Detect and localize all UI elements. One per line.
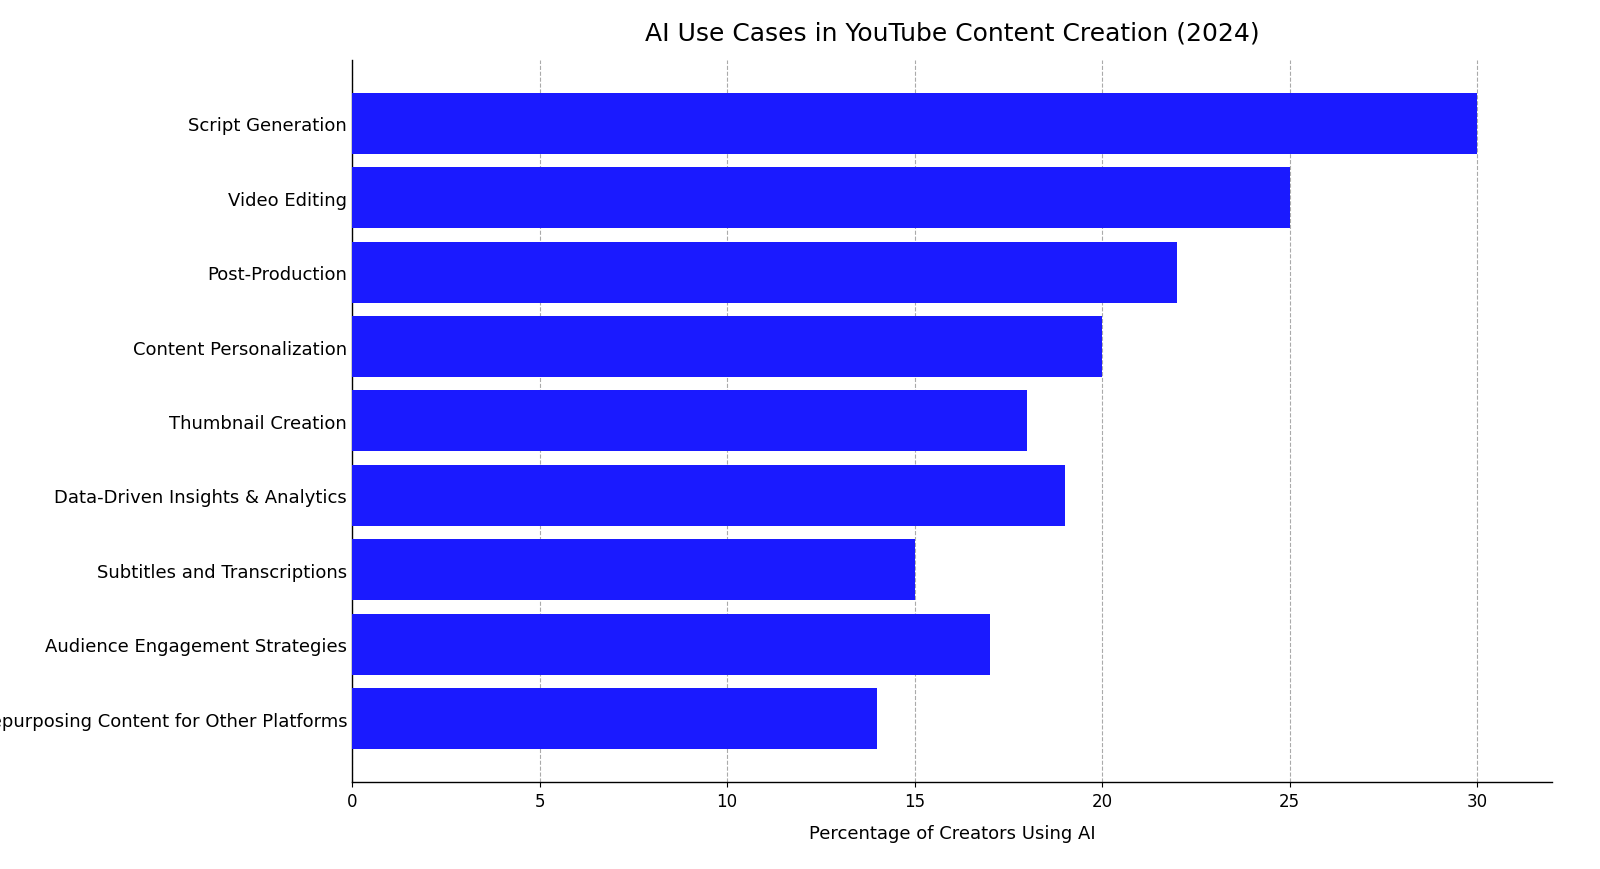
Bar: [352, 614, 989, 675]
Bar: [352, 168, 1290, 229]
X-axis label: Percentage of Creators Using AI: Percentage of Creators Using AI: [808, 824, 1096, 842]
Bar: [352, 540, 915, 600]
Bar: [352, 391, 1027, 452]
Bar: [352, 688, 877, 749]
Title: AI Use Cases in YouTube Content Creation (2024): AI Use Cases in YouTube Content Creation…: [645, 21, 1259, 45]
Bar: [352, 242, 1178, 303]
Bar: [352, 316, 1102, 378]
Bar: [352, 465, 1064, 527]
Bar: [352, 94, 1477, 155]
